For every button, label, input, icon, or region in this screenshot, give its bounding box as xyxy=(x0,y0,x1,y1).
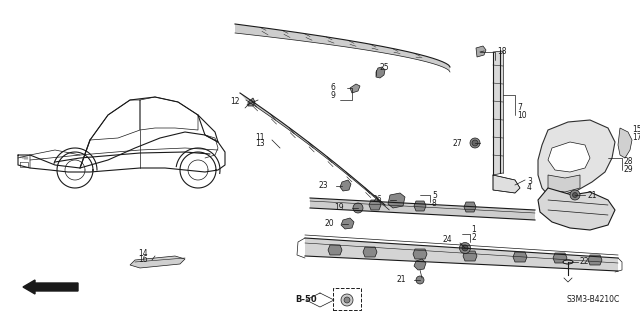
Text: 13: 13 xyxy=(255,139,265,149)
Polygon shape xyxy=(548,175,580,192)
Bar xyxy=(333,288,361,310)
Circle shape xyxy=(344,297,350,303)
Text: 5: 5 xyxy=(432,191,437,201)
Text: 25: 25 xyxy=(380,63,390,71)
Circle shape xyxy=(470,138,480,148)
Polygon shape xyxy=(513,252,527,262)
Text: 27: 27 xyxy=(452,138,462,147)
Polygon shape xyxy=(341,218,354,229)
Polygon shape xyxy=(493,51,503,175)
Polygon shape xyxy=(553,253,567,263)
Polygon shape xyxy=(476,46,486,57)
Polygon shape xyxy=(463,251,477,261)
Text: 15: 15 xyxy=(632,125,640,135)
Polygon shape xyxy=(350,84,360,93)
Polygon shape xyxy=(248,98,255,106)
Text: 23: 23 xyxy=(318,182,328,190)
Text: 2: 2 xyxy=(471,234,476,242)
Text: 16: 16 xyxy=(138,256,148,264)
Polygon shape xyxy=(235,24,450,72)
Polygon shape xyxy=(310,198,535,220)
Circle shape xyxy=(341,294,353,306)
Polygon shape xyxy=(240,93,389,210)
Text: 21: 21 xyxy=(587,190,596,199)
Text: S3M3-B4210C: S3M3-B4210C xyxy=(567,295,620,305)
Polygon shape xyxy=(414,259,426,270)
Text: 18: 18 xyxy=(497,48,506,56)
Polygon shape xyxy=(563,260,573,264)
Text: 28: 28 xyxy=(624,158,634,167)
Circle shape xyxy=(353,203,363,213)
Polygon shape xyxy=(130,256,185,268)
Polygon shape xyxy=(414,201,426,211)
Circle shape xyxy=(573,192,577,197)
Text: 1: 1 xyxy=(471,226,476,234)
Text: FR.: FR. xyxy=(82,278,100,288)
Polygon shape xyxy=(369,200,381,210)
Polygon shape xyxy=(588,255,602,265)
Polygon shape xyxy=(376,67,385,78)
Text: 17: 17 xyxy=(632,133,640,143)
Text: B-50: B-50 xyxy=(295,295,317,305)
Polygon shape xyxy=(340,180,351,191)
Polygon shape xyxy=(618,128,632,158)
Text: 26: 26 xyxy=(372,196,382,204)
Polygon shape xyxy=(388,193,405,208)
Text: 29: 29 xyxy=(624,166,634,174)
Text: 7: 7 xyxy=(517,103,522,113)
Polygon shape xyxy=(538,120,615,195)
Text: 8: 8 xyxy=(432,199,436,209)
Text: 10: 10 xyxy=(517,112,527,121)
Text: 11: 11 xyxy=(255,132,265,142)
Text: 14: 14 xyxy=(138,249,148,257)
Text: 19: 19 xyxy=(334,204,344,212)
Polygon shape xyxy=(538,188,615,230)
Polygon shape xyxy=(493,175,520,193)
Text: 24: 24 xyxy=(442,235,452,244)
Text: 12: 12 xyxy=(230,98,240,107)
Polygon shape xyxy=(363,247,377,257)
Polygon shape xyxy=(413,249,427,259)
FancyArrow shape xyxy=(23,280,78,294)
Text: 4: 4 xyxy=(527,183,532,192)
Polygon shape xyxy=(464,202,476,212)
Text: 6: 6 xyxy=(330,84,335,93)
Text: 21: 21 xyxy=(397,276,406,285)
Circle shape xyxy=(460,242,470,254)
Circle shape xyxy=(472,140,478,146)
Circle shape xyxy=(462,245,468,251)
Polygon shape xyxy=(305,238,618,271)
Polygon shape xyxy=(328,245,342,255)
Polygon shape xyxy=(548,142,590,172)
Circle shape xyxy=(416,276,424,284)
Text: 20: 20 xyxy=(324,219,334,228)
Text: 9: 9 xyxy=(330,91,335,100)
Circle shape xyxy=(570,190,580,200)
Text: 22: 22 xyxy=(580,257,589,266)
Text: 3: 3 xyxy=(527,177,532,187)
